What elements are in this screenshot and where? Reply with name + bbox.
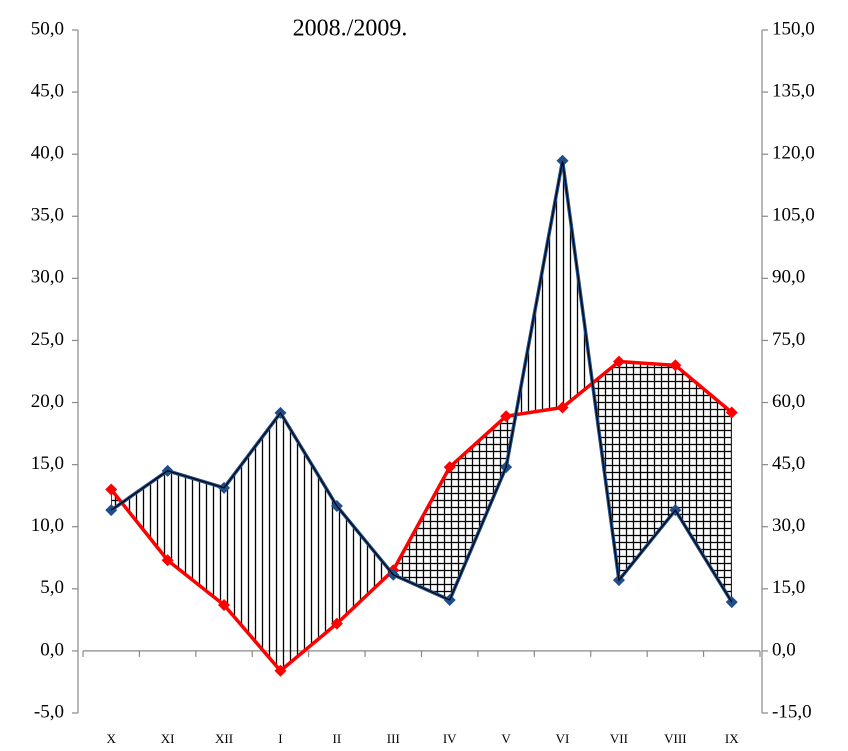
y-tick-label: 30,0 (31, 267, 64, 288)
point-marker (443, 461, 456, 474)
y-tick-label: 35,0 (31, 205, 64, 226)
point-marker (330, 617, 343, 630)
point-marker (161, 554, 174, 567)
point-marker (105, 483, 118, 496)
y2-tick-label: 135,0 (772, 80, 815, 101)
x-tick-label: V (501, 731, 511, 746)
y-tick-label: 5,0 (40, 577, 64, 598)
point-marker (612, 355, 625, 368)
series-line (109, 359, 733, 674)
x-tick-label: VIII (664, 731, 686, 746)
point-marker (725, 406, 738, 419)
y2-tick-label: 90,0 (772, 267, 805, 288)
y2-tick-label: 45,0 (772, 453, 805, 474)
x-tick-label: XI (161, 731, 175, 746)
y2-tick-label: 105,0 (772, 205, 815, 226)
point-marker (274, 664, 287, 677)
x-tick-label: VII (610, 731, 628, 746)
x-tick-label: XII (215, 731, 233, 746)
x-tick-label: VI (556, 731, 570, 746)
x-tick-label: III (387, 731, 400, 746)
y-tick-label: 50,0 (31, 18, 64, 39)
point-marker (556, 401, 569, 414)
y2-tick-label: 120,0 (772, 143, 815, 164)
y2-tick-label: 0,0 (772, 639, 796, 660)
y2-tick-label: 60,0 (772, 391, 805, 412)
outline (110, 160, 733, 603)
y-tick-label: 0,0 (40, 639, 64, 660)
y2-tick-label: 15,0 (772, 577, 805, 598)
y2-tick-label: 75,0 (772, 329, 805, 350)
y-tick-label: 10,0 (31, 515, 64, 536)
x-tick-label: II (333, 731, 342, 746)
x-tick-label: X (107, 731, 117, 746)
y-tick-label: 45,0 (31, 80, 64, 101)
y-tick-label: 15,0 (31, 453, 64, 474)
y-tick-label: 20,0 (31, 391, 64, 412)
chart-title: 2008./2009. (293, 16, 408, 42)
x-tick-label: IV (443, 731, 457, 746)
point-marker (669, 359, 682, 372)
y2-tick-label: 150,0 (772, 18, 815, 39)
point-marker (218, 598, 231, 611)
y-tick-label: 25,0 (31, 329, 64, 350)
point-marker (500, 410, 513, 423)
y2-tick-label: -15,0 (772, 701, 812, 722)
y2-tick-label: 30,0 (772, 515, 805, 536)
x-tick-label: IX (725, 731, 739, 746)
x-tick-label: I (278, 731, 282, 746)
y-tick-label: -5,0 (34, 701, 64, 722)
y-tick-label: 40,0 (31, 143, 64, 164)
